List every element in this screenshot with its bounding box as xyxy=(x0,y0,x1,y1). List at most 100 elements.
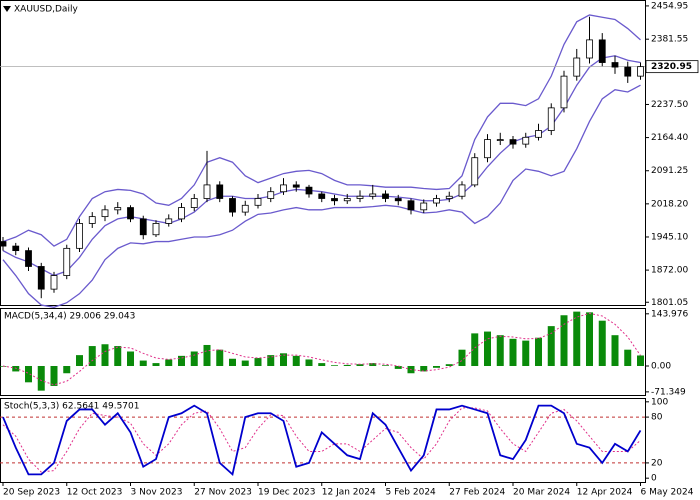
chart-title: XAUUSD,Daily xyxy=(14,5,78,15)
macd-bar xyxy=(496,335,504,366)
candle-body xyxy=(445,195,453,199)
macd-bar xyxy=(637,355,644,366)
macd-bar xyxy=(331,365,338,366)
candle-body xyxy=(127,207,134,220)
y-tick-label: 2164.40 xyxy=(651,133,688,143)
y-tick-label: 0.00 xyxy=(651,362,671,372)
y-tick-label: 1801.05 xyxy=(651,298,688,308)
macd-bar xyxy=(356,364,364,366)
macd-bar xyxy=(37,366,45,391)
candle-body xyxy=(535,130,542,138)
candle-body xyxy=(50,275,58,290)
candle-body xyxy=(292,184,300,188)
x-tick-label: 3 Nov 2023 xyxy=(131,488,183,498)
candle-body xyxy=(37,266,45,290)
y-tick-label: 100 xyxy=(651,397,668,407)
macd-bar xyxy=(25,366,32,383)
macd-bar xyxy=(471,333,479,366)
y-tick-label: 80 xyxy=(651,413,663,423)
candle-body xyxy=(241,204,249,213)
candle-body xyxy=(471,157,479,186)
macd-bar xyxy=(139,360,147,366)
candle-body xyxy=(637,66,644,77)
y-tick-label: 1945.10 xyxy=(651,232,688,242)
candle-body xyxy=(190,198,198,208)
candle-body xyxy=(484,139,491,159)
candle-body xyxy=(547,107,555,131)
macd-title: MACD(5,34,4) 29.006 29.043 xyxy=(4,312,135,322)
candle-body xyxy=(12,245,20,252)
macd-bar xyxy=(624,349,632,366)
band-upper xyxy=(2,14,641,247)
x-tick-label: 27 Feb 2024 xyxy=(449,488,505,498)
macd-bar xyxy=(88,346,96,366)
candle-body xyxy=(343,198,351,202)
candle-body xyxy=(216,184,224,199)
macd-bar xyxy=(573,311,581,366)
last-price-box xyxy=(645,60,699,74)
candle-body xyxy=(420,202,428,211)
candle-body xyxy=(203,184,211,199)
macd-bar xyxy=(318,363,326,366)
x-tick-label: 12 Oct 2023 xyxy=(67,488,123,498)
macd-bar xyxy=(165,359,173,366)
macd-bar xyxy=(611,335,619,366)
macd-bar xyxy=(382,365,389,366)
macd-bar xyxy=(547,326,555,366)
macd-bar xyxy=(12,366,20,372)
macd-bar xyxy=(369,363,377,366)
candle-body xyxy=(598,39,606,63)
candle-body xyxy=(369,193,377,197)
panel-frame xyxy=(0,308,646,396)
macd-bar xyxy=(292,355,300,366)
macd-bar xyxy=(280,353,287,366)
candle-body xyxy=(586,39,593,59)
macd-bar xyxy=(598,320,606,366)
candle-body xyxy=(25,250,32,267)
macd-bar xyxy=(76,355,83,366)
x-tick-label: 12 Jan 2024 xyxy=(322,488,376,498)
candle-body xyxy=(382,193,389,199)
band-lower xyxy=(2,84,641,308)
candle-body xyxy=(254,198,262,206)
macd-bar xyxy=(152,363,160,366)
macd-bar xyxy=(101,344,109,366)
y-tick-label: -71.349 xyxy=(651,387,686,397)
macd-bar xyxy=(178,355,185,366)
x-tick-label: 19 Dec 2023 xyxy=(258,488,316,498)
macd-bar xyxy=(509,338,517,366)
y-tick-label: 20 xyxy=(651,458,663,468)
macd-bar xyxy=(560,315,568,366)
x-tick-label: 27 Nov 2023 xyxy=(194,488,252,498)
candle-body xyxy=(522,136,530,145)
candle-body xyxy=(0,241,7,247)
candle-body xyxy=(356,195,364,199)
y-tick-label: 143.976 xyxy=(651,309,688,319)
y-tick-label: 2381.55 xyxy=(651,35,688,45)
symbol-icon xyxy=(3,6,11,12)
x-tick-label: 20 Sep 2023 xyxy=(3,488,60,498)
candle-body xyxy=(165,218,173,224)
panel-frame xyxy=(0,0,646,306)
candle-body xyxy=(560,75,568,109)
y-tick-label: 2454.95 xyxy=(651,1,688,11)
candle-body xyxy=(76,223,83,249)
y-tick-label: 1872.00 xyxy=(651,266,688,276)
macd-bar xyxy=(484,331,491,366)
macd-bar xyxy=(458,349,466,366)
macd-bar xyxy=(127,351,134,366)
y-tick-label: 2091.25 xyxy=(651,166,688,176)
candle-body xyxy=(114,207,122,211)
candle-body xyxy=(458,184,466,197)
candle-body xyxy=(509,139,517,145)
candle-body xyxy=(496,139,504,141)
macd-bar xyxy=(535,337,542,366)
y-tick-label: 2018.20 xyxy=(651,199,688,209)
candle-body xyxy=(152,223,160,236)
macd-signal xyxy=(2,312,641,386)
last-price-label: 2320.95 xyxy=(651,62,692,72)
candle-body xyxy=(88,216,96,224)
candle-body xyxy=(624,66,632,77)
stoch-main xyxy=(2,404,642,477)
x-tick-label: 12 Apr 2024 xyxy=(577,488,633,498)
